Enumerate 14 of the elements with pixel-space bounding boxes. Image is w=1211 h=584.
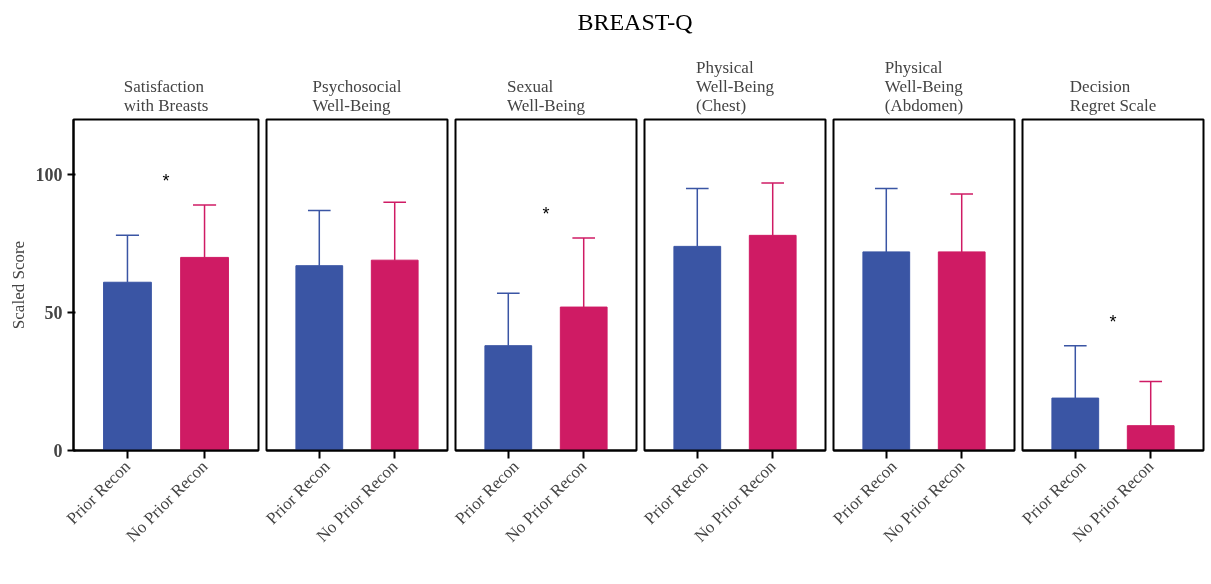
chart-title: Decision Regret Scale xyxy=(1069,76,1157,115)
chart-title: Physical Well-Being (Abdomen) xyxy=(884,57,964,115)
annotation: * xyxy=(162,171,170,192)
annotation: * xyxy=(542,204,550,225)
y-tick-label: 0 xyxy=(53,441,63,461)
annotation: * xyxy=(1109,311,1117,332)
y-tick-label: 50 xyxy=(44,303,63,324)
chart-title: Sexual Well-Being xyxy=(507,76,586,115)
y-axis-title: Scaled Score xyxy=(8,240,28,330)
chart-title: Psychosocial Well-Being xyxy=(312,76,402,115)
chart-title: Satisfaction with Breasts xyxy=(123,76,209,115)
y-tick-label: 100 xyxy=(35,165,63,186)
chart-title: Physical Well-Being (Chest) xyxy=(696,57,775,115)
text: BREAST-Q xyxy=(577,8,693,37)
